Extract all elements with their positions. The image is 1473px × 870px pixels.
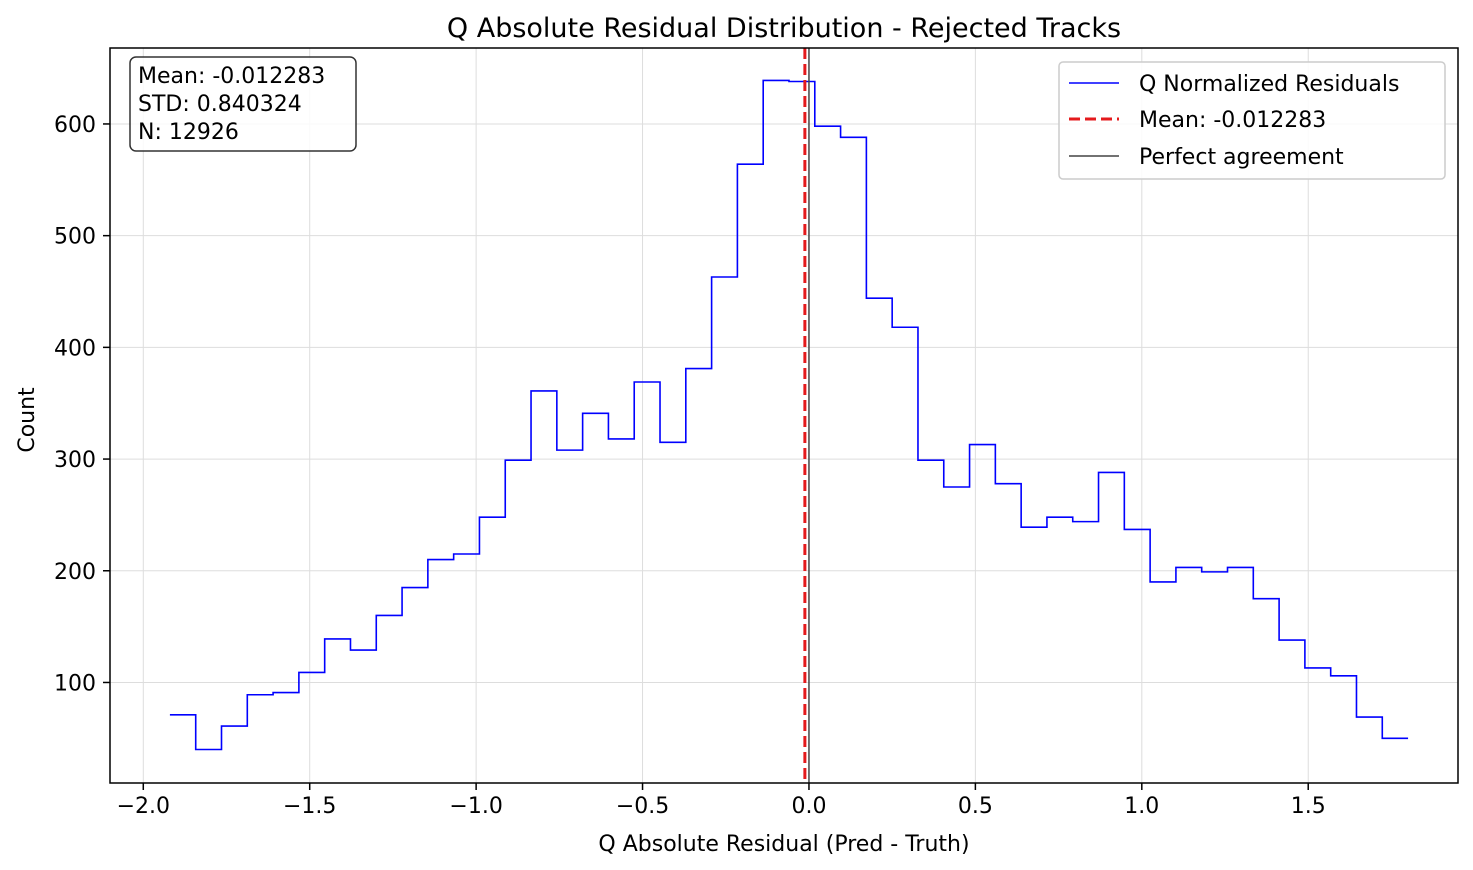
y-tick-label: 400	[54, 336, 96, 361]
x-tick-label: −0.5	[616, 794, 669, 819]
legend-label-residuals: Q Normalized Residuals	[1139, 72, 1399, 97]
legend-label-mean: Mean: -0.012283	[1139, 108, 1326, 133]
y-tick-label: 500	[54, 225, 96, 250]
plot-content	[169, 48, 1409, 783]
stats-box: Mean: -0.012283 STD: 0.840324 N: 12926	[129, 56, 357, 152]
y-axis-ticks: 100 200 300 400 500 600	[54, 113, 110, 696]
residuals-step-line	[169, 79, 1409, 751]
x-tick-label: 1.5	[1291, 794, 1326, 819]
stats-std-text: STD: 0.840324	[138, 92, 302, 117]
legend: Q Normalized Residuals Mean: -0.012283 P…	[1058, 61, 1446, 180]
stats-box-frame	[129, 56, 357, 152]
x-tick-label: −1.5	[283, 794, 336, 819]
chart-title: Q Absolute Residual Distribution - Rejec…	[447, 13, 1121, 44]
axes-frame	[109, 47, 1459, 784]
x-tick-label: −2.0	[117, 794, 170, 819]
stats-mean-text: Mean: -0.012283	[138, 64, 325, 89]
legend-label-perfect: Perfect agreement	[1139, 145, 1344, 170]
y-tick-label: 300	[54, 448, 96, 473]
x-tick-label: −1.0	[449, 794, 502, 819]
x-tick-label: 1.0	[1124, 794, 1159, 819]
y-axis-title: Count	[15, 387, 40, 453]
y-tick-label: 200	[54, 560, 96, 585]
x-tick-label: 0.5	[958, 794, 993, 819]
y-tick-label: 100	[54, 671, 96, 696]
x-axis-ticks: −2.0 −1.5 −1.0 −0.5 0.0 0.5 1.0 1.5	[117, 783, 1326, 819]
x-axis-title: Q Absolute Residual (Pred - Truth)	[598, 832, 969, 857]
legend-frame	[1058, 61, 1446, 180]
stats-n-text: N: 12926	[138, 120, 239, 145]
y-tick-label: 600	[54, 113, 96, 138]
x-tick-label: 0.0	[791, 794, 826, 819]
